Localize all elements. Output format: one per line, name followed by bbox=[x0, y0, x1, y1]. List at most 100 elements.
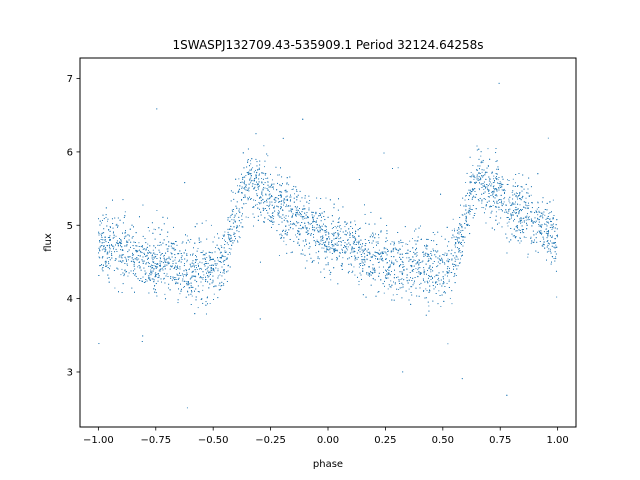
data-point bbox=[441, 235, 443, 237]
data-point bbox=[444, 252, 446, 254]
data-point bbox=[487, 165, 489, 167]
data-point bbox=[481, 169, 483, 171]
data-point bbox=[396, 288, 398, 290]
data-point bbox=[496, 179, 498, 180]
data-point bbox=[153, 279, 155, 281]
data-point bbox=[299, 200, 301, 202]
data-point bbox=[109, 239, 111, 241]
data-point bbox=[115, 248, 117, 250]
data-point bbox=[389, 274, 391, 276]
data-point bbox=[201, 251, 203, 253]
data-point bbox=[360, 265, 361, 267]
data-point bbox=[346, 248, 348, 250]
data-point bbox=[109, 265, 111, 267]
data-point bbox=[459, 224, 461, 226]
data-point bbox=[224, 278, 226, 280]
data-point bbox=[385, 269, 386, 271]
data-point bbox=[428, 275, 430, 276]
data-point bbox=[347, 232, 349, 234]
data-point bbox=[411, 238, 413, 240]
data-point bbox=[224, 244, 226, 245]
data-point bbox=[484, 172, 486, 174]
data-point bbox=[453, 236, 455, 238]
data-point bbox=[549, 201, 551, 203]
data-point bbox=[283, 240, 285, 242]
data-point bbox=[112, 227, 114, 229]
data-point bbox=[525, 219, 527, 221]
data-point bbox=[411, 286, 413, 288]
data-point bbox=[263, 166, 265, 168]
data-point bbox=[490, 195, 492, 196]
data-point bbox=[154, 273, 156, 275]
data-point bbox=[303, 205, 305, 207]
data-point bbox=[310, 233, 312, 235]
data-point bbox=[452, 263, 453, 265]
data-point bbox=[191, 286, 193, 288]
data-point bbox=[470, 176, 472, 178]
data-point bbox=[521, 197, 523, 198]
data-point bbox=[343, 252, 345, 254]
data-point bbox=[407, 244, 409, 246]
data-point bbox=[234, 233, 236, 234]
data-point bbox=[299, 234, 301, 236]
data-point bbox=[243, 196, 245, 198]
data-point bbox=[108, 251, 110, 253]
data-point bbox=[373, 247, 374, 248]
data-point bbox=[460, 258, 461, 260]
data-point bbox=[460, 232, 461, 233]
data-point bbox=[344, 242, 346, 244]
data-point bbox=[226, 242, 228, 244]
data-point bbox=[334, 226, 336, 227]
data-point bbox=[268, 191, 270, 193]
data-point bbox=[452, 218, 454, 220]
data-point bbox=[397, 167, 399, 169]
data-point bbox=[409, 272, 411, 273]
data-point bbox=[521, 209, 523, 210]
data-point bbox=[428, 258, 430, 260]
data-point bbox=[443, 262, 445, 263]
data-point bbox=[504, 196, 506, 198]
data-point bbox=[153, 228, 155, 230]
data-point bbox=[130, 241, 132, 243]
data-point bbox=[151, 272, 153, 274]
data-point bbox=[437, 274, 439, 276]
data-point bbox=[236, 225, 238, 227]
data-point bbox=[383, 248, 385, 250]
data-point bbox=[274, 205, 275, 207]
data-point bbox=[417, 269, 419, 271]
data-point bbox=[154, 276, 156, 278]
data-point bbox=[152, 262, 154, 264]
data-point bbox=[353, 243, 355, 245]
data-point bbox=[342, 231, 344, 233]
data-point bbox=[530, 194, 532, 196]
data-point bbox=[126, 264, 128, 266]
data-point bbox=[418, 259, 420, 261]
data-point bbox=[219, 252, 221, 254]
data-point bbox=[323, 230, 325, 232]
data-point bbox=[319, 231, 321, 233]
data-point bbox=[553, 258, 555, 259]
data-point bbox=[443, 254, 445, 256]
data-point bbox=[544, 214, 546, 216]
data-point bbox=[409, 240, 411, 242]
data-point bbox=[293, 185, 295, 187]
data-point bbox=[140, 246, 142, 247]
data-point bbox=[402, 261, 404, 263]
data-point bbox=[470, 171, 472, 173]
data-point bbox=[268, 206, 270, 208]
data-point bbox=[469, 176, 471, 177]
data-point bbox=[481, 207, 483, 208]
data-point bbox=[294, 193, 296, 195]
data-point bbox=[135, 275, 137, 277]
data-point bbox=[313, 217, 315, 219]
data-point bbox=[290, 196, 292, 198]
data-point bbox=[509, 208, 511, 210]
data-point bbox=[295, 234, 296, 236]
data-point bbox=[388, 269, 390, 271]
data-point bbox=[439, 259, 441, 261]
data-point bbox=[483, 188, 485, 190]
data-point bbox=[352, 247, 354, 249]
data-point bbox=[528, 216, 530, 218]
data-point bbox=[512, 194, 514, 196]
